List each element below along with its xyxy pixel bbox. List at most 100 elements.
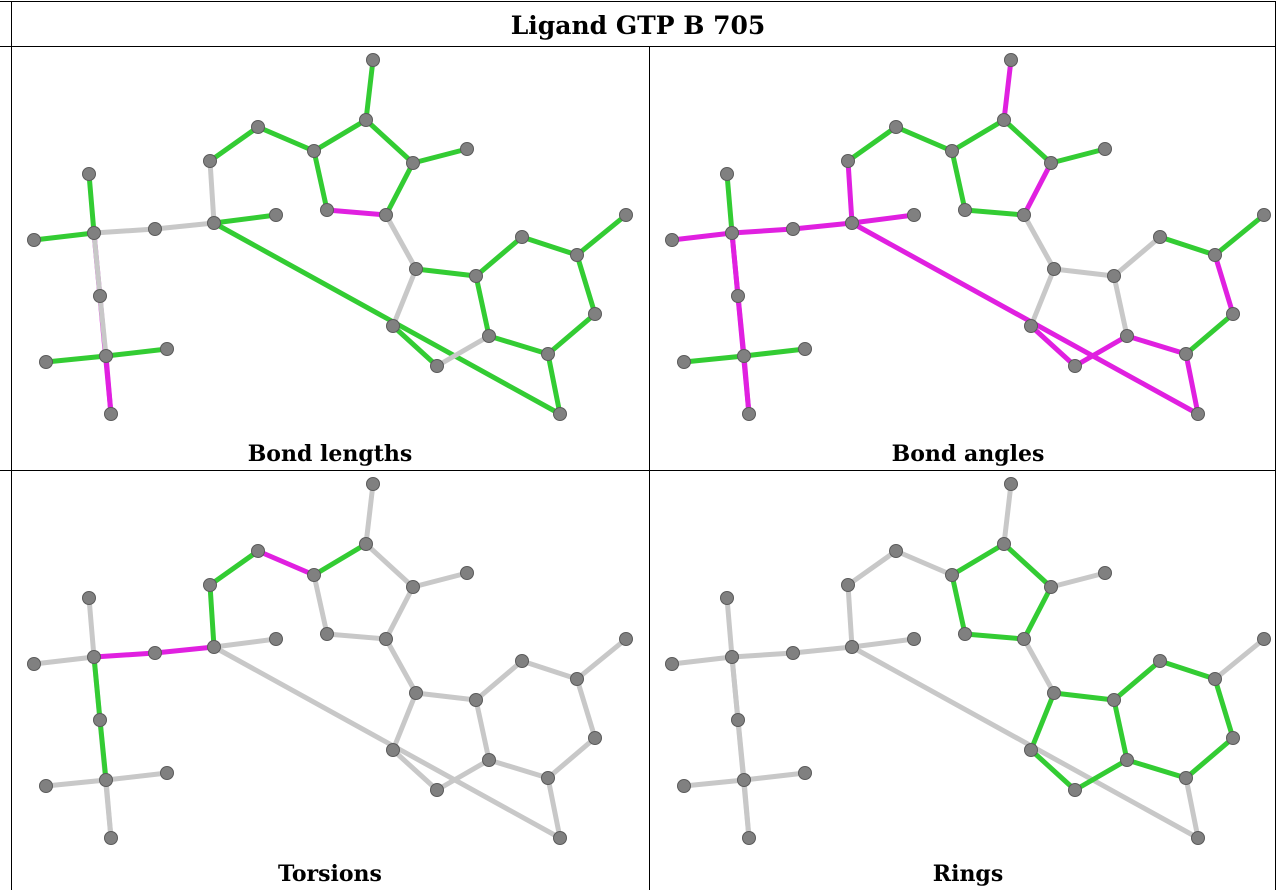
atom-o10: [798, 766, 812, 780]
bond-c6-n1: [545, 311, 598, 357]
bond-c2-n3: [1157, 658, 1218, 682]
atom-n1: [588, 731, 602, 745]
bond-p3-o3: [741, 353, 752, 417]
atom-n2: [1257, 632, 1271, 646]
bond-c4p-c3p: [311, 541, 369, 578]
atom-o9: [39, 355, 53, 369]
bond-c5-c4: [1111, 697, 1130, 763]
bond-c2p-c1p: [1021, 160, 1054, 218]
atom-c6: [541, 771, 555, 785]
bond-p3-o10: [103, 346, 170, 359]
bond-n1-c2: [1212, 252, 1236, 317]
bond-c1p-n9: [1021, 212, 1057, 272]
bond-p2-o6: [849, 220, 1201, 417]
bond-c3p-c2p: [1001, 117, 1054, 166]
atom-o8: [731, 289, 745, 303]
atom-o5: [907, 632, 921, 646]
bond-n1-c2: [1212, 676, 1236, 741]
atom-n7: [430, 359, 444, 373]
bond-c2-n2: [574, 636, 629, 682]
atom-o1: [665, 657, 679, 671]
panel-rings: [650, 471, 1274, 890]
atom-c8: [1024, 743, 1038, 757]
atom-p3: [99, 773, 113, 787]
bond-p3-o9: [43, 777, 109, 789]
bond-o4-p2: [152, 220, 217, 232]
bond-p1-o1: [31, 230, 97, 243]
bond-c2p-c1p: [383, 160, 416, 218]
atom-o4p: [320, 627, 334, 641]
atom-o9: [39, 779, 53, 793]
bond-p3-o10: [741, 770, 808, 783]
atom-p3: [737, 349, 751, 363]
atom-c3p: [997, 537, 1011, 551]
bond-c2p-o2p: [410, 146, 470, 166]
atom-o5: [907, 208, 921, 222]
bond-c6-n1: [1183, 735, 1236, 781]
bond-n3-c4: [1111, 234, 1163, 279]
bond-c3p-o3p: [1001, 57, 1014, 123]
bond-c1p-n9: [1021, 636, 1057, 696]
atom-c5: [1120, 753, 1134, 767]
atom-o10: [160, 342, 174, 356]
atom-o2: [720, 591, 734, 605]
atom-c2p: [406, 580, 420, 594]
molecule-diagram-bond-lengths: [27, 53, 633, 421]
atom-o4: [786, 222, 800, 236]
bond-c5p-c4p: [255, 124, 317, 154]
atom-c5: [482, 753, 496, 767]
atom-p2: [845, 640, 859, 654]
atom-n9: [409, 262, 423, 276]
panel-bond-angles: [650, 47, 1274, 470]
caption-rings: Rings: [932, 861, 1004, 887]
bond-c6-o6: [1183, 351, 1201, 417]
bond-c2-n3: [1157, 234, 1218, 258]
bond-c5-c6: [486, 333, 551, 357]
atom-o3p: [366, 53, 380, 67]
atom-p2: [845, 216, 859, 230]
atom-n3: [515, 654, 529, 668]
bond-n7-c5: [1072, 757, 1130, 793]
bond-n1-c2: [574, 676, 598, 741]
atom-o8: [731, 713, 745, 727]
bond-c5-c4: [473, 273, 492, 339]
atom-n3: [1153, 654, 1167, 668]
atom-o3: [104, 831, 118, 845]
bond-p2-o5: [849, 212, 917, 226]
atom-layer: [27, 53, 633, 421]
atom-n7: [1068, 783, 1082, 797]
bond-p1-o2: [724, 595, 735, 660]
atom-p3: [737, 773, 751, 787]
atom-c1p: [1017, 208, 1031, 222]
bond-c6-n1: [1183, 311, 1236, 357]
bond-p2-o6: [211, 644, 563, 841]
atom-c4p: [945, 568, 959, 582]
atom-o3p: [1004, 477, 1018, 491]
atom-o7: [841, 154, 855, 168]
bond-c2p-c1p: [1021, 584, 1054, 642]
atom-o4p: [958, 627, 972, 641]
bond-o4p-c4p: [949, 572, 968, 637]
bond-c3p-c2p: [363, 117, 416, 166]
bond-n1-c2: [574, 252, 598, 317]
bond-c3p-o3p: [1001, 481, 1014, 547]
atom-o3: [742, 831, 756, 845]
bond-p3-o10: [103, 770, 170, 783]
bond-o7-c5p: [207, 124, 261, 164]
atom-n7: [1068, 359, 1082, 373]
atom-o10: [160, 766, 174, 780]
atom-o1: [27, 233, 41, 247]
atom-o8: [93, 713, 107, 727]
title-row-border: [0, 46, 1276, 47]
bond-c1p-o4p: [324, 207, 389, 218]
bond-c8-n7: [1028, 323, 1078, 369]
bond-c4-n9: [1051, 266, 1117, 279]
bond-c5p-c4p: [893, 124, 955, 154]
bond-c4p-c3p: [949, 541, 1007, 578]
bond-c5-c4: [473, 697, 492, 763]
bond-c3p-c2p: [1001, 541, 1054, 590]
bond-p1-o4: [729, 226, 796, 236]
atom-n9: [1047, 262, 1061, 276]
atom-o6: [1191, 831, 1205, 845]
atom-o4: [786, 646, 800, 660]
